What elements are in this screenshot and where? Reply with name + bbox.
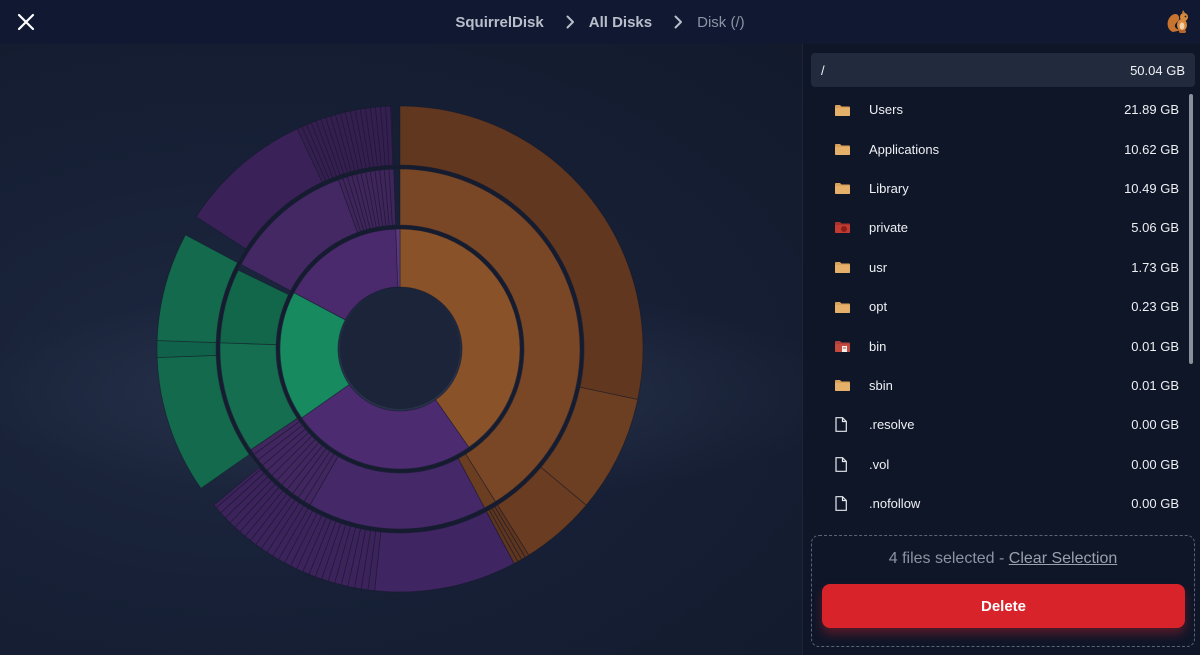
folder-icon [835, 142, 851, 156]
file-size: 5.06 GB [1131, 220, 1179, 236]
list-item[interactable]: .resolve 0.00 GB [811, 405, 1189, 444]
selection-panel: 4 files selected - Clear Selection Delet… [811, 535, 1195, 647]
folder-bin-icon [835, 339, 851, 353]
sunburst-segment-outer[interactable] [156, 340, 217, 358]
file-size: 10.49 GB [1124, 180, 1179, 196]
file-name: .nofollow [869, 496, 921, 512]
chevron-right-icon [674, 15, 683, 29]
file-name: Applications [869, 141, 940, 157]
close-icon [17, 13, 35, 31]
sunburst-segment-other[interactable] [395, 228, 401, 288]
file-size: 21.89 GB [1124, 102, 1179, 118]
file-name: bin [869, 338, 887, 354]
list-item[interactable]: sbin 0.01 GB [811, 366, 1189, 405]
sunburst-segment-outer[interactable] [399, 105, 644, 400]
breadcrumb-current-disk: Disk (/) [697, 13, 745, 31]
ring-separator [216, 165, 584, 533]
file-name: .resolve [869, 417, 915, 433]
list-item[interactable]: private 5.06 GB [811, 208, 1189, 247]
sunburst-segment-outer[interactable] [156, 234, 239, 343]
file-sidebar: / 50.04 GB Users 21.89 GB Applications 1… [802, 44, 1200, 655]
sunburst-segment-users[interactable] [399, 228, 521, 448]
file-name: Library [869, 180, 909, 196]
file-size: 0.01 GB [1131, 377, 1179, 393]
file-list: Users 21.89 GB Applications 10.62 GB Lib… [811, 90, 1189, 523]
sunburst-segment-middle[interactable] [219, 269, 290, 346]
list-item[interactable]: .nofollow 0.00 GB [811, 484, 1189, 523]
list-item[interactable]: Applications 10.62 GB [811, 129, 1189, 168]
folder-private-icon [835, 221, 851, 235]
file-name: opt [869, 299, 888, 315]
breadcrumb: SquirrelDisk All Disks Disk (/) [0, 0, 1200, 44]
clear-selection-link[interactable]: Clear Selection [1008, 550, 1118, 567]
file-name: usr [869, 259, 888, 275]
sunburst-segment-middle[interactable] [399, 168, 581, 503]
file-size: 0.00 GB [1131, 417, 1179, 433]
ring-separator [276, 225, 524, 473]
sunburst-segment-outer[interactable] [390, 105, 394, 166]
list-item[interactable]: Library 10.49 GB [811, 169, 1189, 208]
list-item[interactable]: usr 1.73 GB [811, 248, 1189, 287]
sunburst-segment-outer[interactable] [213, 466, 262, 509]
close-button[interactable] [14, 10, 38, 34]
sunburst-chart[interactable] [0, 44, 802, 655]
breadcrumb-all-disks[interactable]: All Disks [588, 13, 653, 31]
sunburst-segment-applications[interactable] [301, 384, 470, 470]
file-size: 0.00 GB [1131, 496, 1179, 512]
folder-icon [835, 260, 851, 274]
file-icon [835, 417, 851, 433]
delete-button[interactable]: Delete [822, 584, 1185, 628]
file-size: 10.62 GB [1124, 141, 1179, 157]
scrollbar[interactable] [1189, 94, 1193, 364]
squirrel-logo-icon [1164, 8, 1192, 36]
list-item[interactable]: .vol 0.00 GB [811, 445, 1189, 484]
selection-count: 4 files selected - [888, 550, 1009, 567]
file-name: Users [869, 102, 903, 118]
chevron-right-icon [566, 15, 575, 29]
selection-status: 4 files selected - Clear Selection [812, 550, 1194, 568]
file-size: 0.23 GB [1131, 299, 1179, 315]
chart-area [0, 44, 802, 655]
folder-icon [835, 378, 851, 392]
folder-icon [835, 300, 851, 314]
file-name: .vol [869, 456, 890, 472]
folder-icon [835, 181, 851, 195]
list-item[interactable]: Users 21.89 GB [811, 90, 1189, 129]
file-icon [835, 496, 851, 511]
title-bar: SquirrelDisk All Disks Disk (/) [0, 0, 1200, 44]
folder-icon [835, 103, 851, 117]
root-directory-row[interactable]: / 50.04 GB [811, 53, 1195, 87]
file-name: sbin [869, 377, 893, 393]
file-size: 1.73 GB [1131, 259, 1179, 275]
file-size: 0.00 GB [1131, 456, 1179, 472]
sunburst-segment-middle[interactable] [388, 168, 397, 226]
file-size: 0.01 GB [1131, 338, 1179, 354]
root-name: / [821, 62, 825, 78]
sunburst-center[interactable] [340, 289, 460, 409]
list-item[interactable]: opt 0.23 GB [811, 287, 1189, 326]
file-name: private [869, 220, 909, 236]
root-size: 50.04 GB [1130, 62, 1185, 78]
list-item[interactable]: bin 0.01 GB [811, 326, 1189, 365]
breadcrumb-squirreldisk[interactable]: SquirrelDisk [455, 13, 544, 31]
file-icon [835, 456, 851, 472]
